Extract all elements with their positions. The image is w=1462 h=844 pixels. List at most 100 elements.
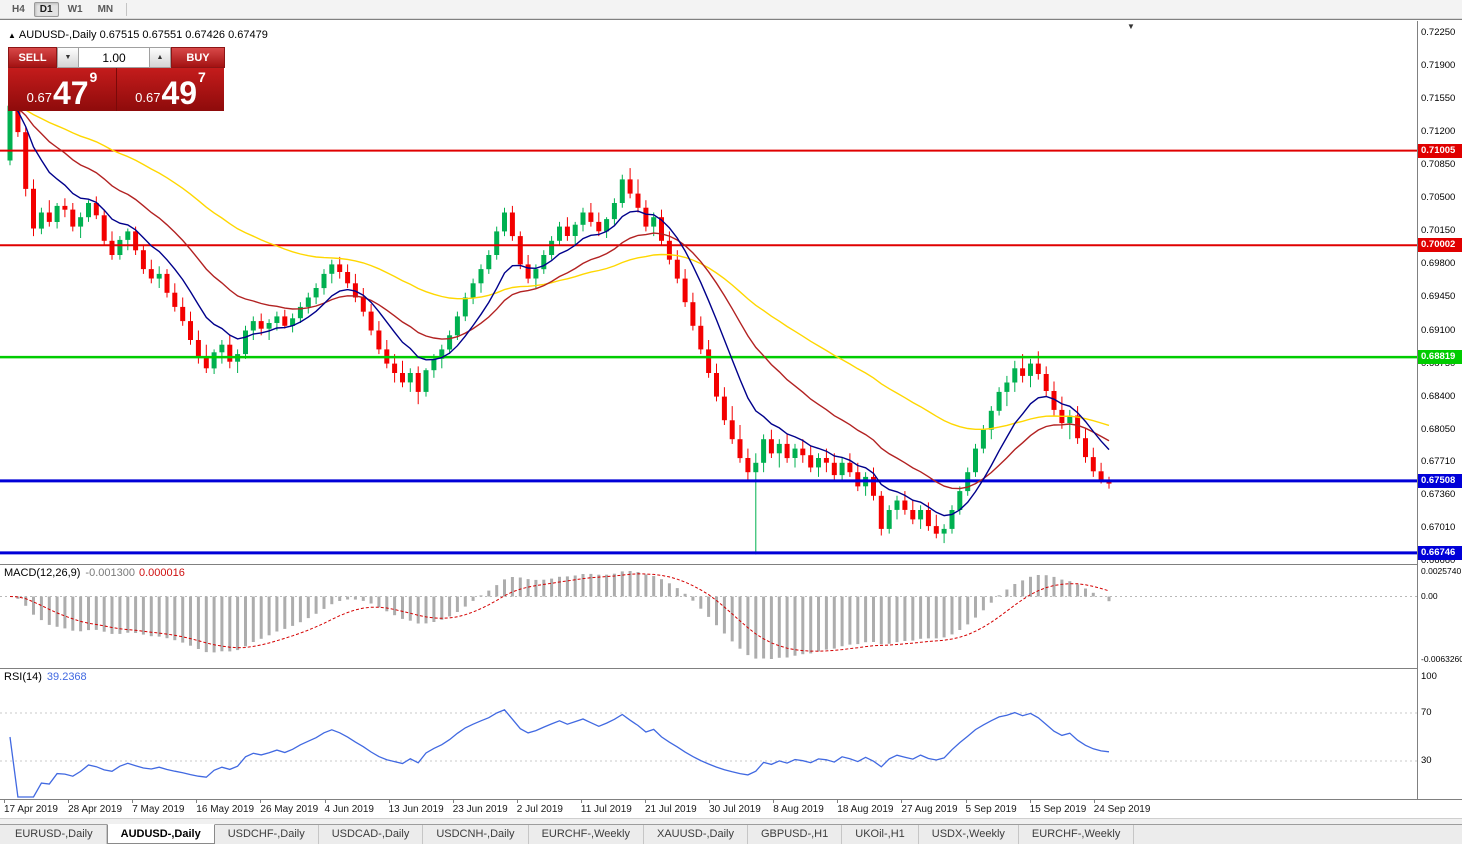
rsi-axis-label: 30 xyxy=(1421,755,1432,766)
price-axis-label: 0.68050 xyxy=(1421,423,1456,435)
date-axis-label: 16 May 2019 xyxy=(196,804,255,815)
chart-symbol-label: AUDUSD-,Daily xyxy=(18,29,97,41)
date-tick xyxy=(324,800,326,803)
macd-main-value: -0.001300 xyxy=(85,567,135,579)
volume-decrease-button[interactable]: ▼ xyxy=(57,47,79,68)
timeframe-toolbar: H4 D1 W1 MN xyxy=(0,0,1462,19)
rsi-indicator-chart[interactable] xyxy=(0,669,1417,799)
macd-axis-label: 0.0025740 xyxy=(1421,566,1462,576)
panel-splitter[interactable] xyxy=(0,564,1462,565)
price-axis-label: 0.70850 xyxy=(1421,159,1456,171)
buy-price-prefix: 0.67 xyxy=(135,90,161,105)
date-tick xyxy=(4,800,5,803)
date-axis-label: 18 Aug 2019 xyxy=(837,804,894,815)
chart-window: 0.72250 0.71900 0.71550 0.71200 0.70850 0.705… xyxy=(0,19,1462,826)
sell-price-pip-digit: 9 xyxy=(89,69,98,85)
buy-button[interactable]: BUY xyxy=(171,47,225,68)
sell-price-display[interactable]: 0.67 47 9 xyxy=(8,68,116,111)
horizontal-scroll-strip[interactable] xyxy=(0,818,1462,826)
date-tick xyxy=(580,800,582,803)
date-tick xyxy=(709,800,711,803)
toolbar-separator xyxy=(126,2,128,16)
price-axis-label: 0.71200 xyxy=(1421,126,1456,138)
timeframe-w1-button[interactable]: W1 xyxy=(62,2,89,17)
chart-tab[interactable]: USDCAD-,Daily xyxy=(319,825,424,844)
date-axis-label: 2 Jul 2019 xyxy=(516,804,563,815)
price-axis-label: 0.67010 xyxy=(1421,521,1456,533)
rsi-axis-label: 70 xyxy=(1421,707,1432,718)
macd-indicator-label: MACD(12,26,9) -0.001300 0.000016 xyxy=(4,567,185,579)
date-axis-label: 13 Jun 2019 xyxy=(388,804,444,815)
date-axis-label: 23 Jun 2019 xyxy=(452,804,508,815)
macd-axis-label: 0.00 xyxy=(1421,591,1438,602)
rsi-value: 39.2368 xyxy=(46,671,87,683)
date-tick xyxy=(1093,800,1095,803)
price-axis-label: 0.69450 xyxy=(1421,291,1456,303)
rsi-level-lines xyxy=(0,712,1417,762)
date-axis[interactable]: 17 Apr 2019 28 Apr 2019 7 May 2019 16 May 2… xyxy=(0,799,1462,818)
macd-axis-label: -0.0063260 xyxy=(1421,654,1462,664)
sell-button[interactable]: SELL xyxy=(8,47,57,68)
trade-panel-collapse-icon[interactable]: ▲ xyxy=(8,31,16,40)
sell-price-prefix: 0.67 xyxy=(26,90,52,105)
timeframe-h4-button[interactable]: H4 xyxy=(6,2,31,17)
chart-tab[interactable]: EURUSD-,Daily xyxy=(2,825,107,844)
panel-splitter[interactable] xyxy=(0,668,1462,669)
price-axis-label: 0.66660 xyxy=(1421,555,1456,566)
date-axis-label: 28 Apr 2019 xyxy=(68,804,123,815)
buy-price-display[interactable]: 0.67 49 7 xyxy=(116,68,224,111)
chart-tab[interactable]: USDX-,Weekly xyxy=(919,825,1019,844)
macd-axis[interactable]: 0.0025740 0.00 -0.0063260 xyxy=(1418,565,1462,668)
chart-tab[interactable]: USDCNH-,Daily xyxy=(423,825,529,844)
macd-histogram xyxy=(16,571,1111,659)
price-axis-label: 0.72250 xyxy=(1421,27,1456,38)
trade-controls-row: SELL ▼ ▲ BUY xyxy=(8,47,225,68)
chart-tab[interactable]: XAUUSD-,Daily xyxy=(644,825,748,844)
price-axis-label: 0.69800 xyxy=(1421,258,1456,270)
rsi-line xyxy=(9,709,1110,798)
price-line-tag: 0.67508 xyxy=(1418,473,1462,488)
price-line-tag: 0.71005 xyxy=(1418,143,1462,158)
volume-increase-button[interactable]: ▲ xyxy=(149,47,171,68)
date-tick xyxy=(132,800,134,803)
price-line-tag: 0.70002 xyxy=(1418,238,1462,253)
chart-tab[interactable]: USDCHF-,Daily xyxy=(215,825,319,844)
date-axis-label: 4 Jun 2019 xyxy=(324,804,375,815)
chart-tab[interactable]: UKOil-,H1 xyxy=(842,825,919,844)
date-axis-label: 27 Aug 2019 xyxy=(901,804,958,815)
timeframe-mn-button[interactable]: MN xyxy=(92,2,120,17)
date-tick xyxy=(773,800,775,803)
date-tick xyxy=(452,800,454,803)
date-tick xyxy=(965,800,967,803)
rsi-axis-label: 100 xyxy=(1421,671,1437,682)
price-axis-label: 0.68400 xyxy=(1421,390,1456,402)
date-tick xyxy=(68,800,70,803)
moving-averages-layer xyxy=(9,105,1110,517)
rsi-axis[interactable]: 100 70 30 xyxy=(1418,669,1462,799)
chart-tab[interactable]: EURCHF-,Weekly xyxy=(529,825,644,844)
price-axis[interactable]: 0.72250 0.71900 0.71550 0.71200 0.70850 0.705… xyxy=(1417,21,1462,799)
date-tick xyxy=(1029,800,1031,803)
timeframe-d1-button[interactable]: D1 xyxy=(33,1,59,17)
macd-signal-line xyxy=(9,573,1110,652)
horizontal-lines-layer xyxy=(0,149,1417,555)
price-axis-label: 0.70150 xyxy=(1421,225,1456,237)
chart-tab[interactable]: EURCHF-,Weekly xyxy=(1019,825,1135,844)
date-axis-label: 24 Sep 2019 xyxy=(1093,804,1151,815)
macd-indicator-chart[interactable] xyxy=(0,565,1417,668)
price-axis-main[interactable]: 0.72250 0.71900 0.71550 0.71200 0.70850 0.705… xyxy=(1418,21,1462,566)
chart-title: ▲ AUDUSD-,Daily 0.67515 0.67551 0.67426 0… xyxy=(8,29,268,41)
chart-tab[interactable]: GBPUSD-,H1 xyxy=(748,825,843,844)
price-chart[interactable] xyxy=(0,21,1417,564)
chart-tab[interactable]: AUDUSD-,Daily xyxy=(106,824,215,844)
price-line-tag: 0.66746 xyxy=(1418,545,1462,560)
rsi-name: RSI(14) xyxy=(4,671,42,683)
macd-signal-value: 0.000016 xyxy=(138,567,185,579)
date-axis-label: 21 Jul 2019 xyxy=(645,804,697,815)
chart-shift-marker-icon[interactable]: ▼ xyxy=(1127,22,1135,31)
date-axis-label: 30 Jul 2019 xyxy=(709,804,761,815)
volume-input[interactable] xyxy=(79,47,149,68)
trade-prices-row: 0.67 47 9 0.67 49 7 xyxy=(8,68,225,111)
date-axis-label: 5 Sep 2019 xyxy=(965,804,1017,815)
